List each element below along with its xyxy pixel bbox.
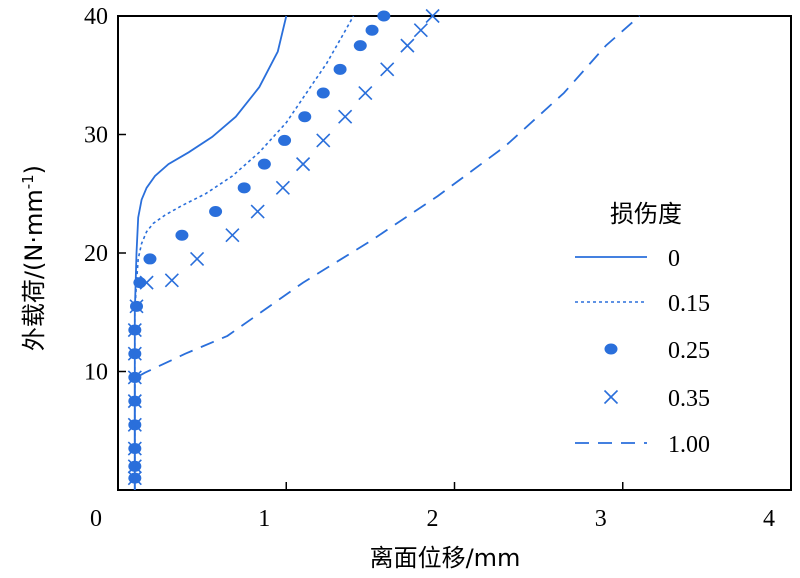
data-point: [353, 40, 367, 52]
y-axis-title-sup: -1: [19, 174, 37, 189]
data-point: [275, 180, 290, 195]
data-point: [190, 251, 205, 266]
x-tick-label: 4: [763, 506, 775, 532]
data-point: [338, 109, 353, 124]
data-point: [127, 346, 142, 361]
data-point: [164, 273, 179, 288]
data-point: [413, 23, 428, 38]
data-point: [127, 394, 142, 409]
data-point: [257, 158, 271, 170]
series-0: [133, 15, 288, 490]
data-point: [358, 85, 373, 101]
x-tick-label: 2: [427, 506, 439, 532]
data-point: [316, 133, 331, 148]
data-point: [250, 204, 265, 219]
data-point: [365, 24, 379, 36]
data-point: [209, 206, 223, 218]
x-tick-label: 0: [90, 506, 102, 532]
legend: 损伤度 0 0.15 0.25 0.35 1.00: [575, 200, 710, 458]
plot-frame: [117, 15, 792, 491]
data-point: [296, 157, 311, 172]
legend-item: 1.00: [575, 432, 710, 458]
legend-label: 1.00: [668, 432, 710, 458]
data-point: [278, 134, 292, 146]
y-axis-title-main: 外载荷/(N·mm: [20, 189, 48, 351]
series-0-35: [127, 8, 440, 486]
legend-label: 0.25: [668, 338, 710, 364]
data-point: [133, 277, 147, 289]
legend-label: 0.35: [668, 386, 710, 412]
x-tick-label: 1: [258, 506, 270, 532]
data-point: [127, 441, 142, 456]
data-point: [333, 63, 347, 75]
legend-label: 0.15: [668, 291, 710, 317]
legend-marker: [603, 389, 619, 405]
series-line: [134, 15, 355, 490]
data-point: [143, 253, 157, 265]
data-point: [377, 10, 391, 22]
y-axis-title: 外载荷/(N·mm-1): [19, 165, 48, 351]
y-axis-title-close: ): [20, 165, 48, 174]
legend-label: 0: [668, 246, 680, 272]
y-tick-label: 30: [84, 123, 108, 149]
data-point: [127, 370, 142, 385]
legend-item: 0.25: [604, 338, 710, 364]
series-0-15: [134, 15, 355, 490]
data-point: [298, 111, 312, 123]
y-tick-label: 20: [84, 241, 108, 267]
x-tick-label: 3: [595, 506, 607, 532]
data-point: [225, 228, 240, 243]
data-point: [400, 38, 415, 53]
data-point: [129, 299, 144, 314]
plot-area: 0 1 2 3 4 10 20 30 40: [84, 4, 792, 532]
y-tick-label: 40: [84, 4, 108, 30]
series-1-00: [133, 15, 641, 490]
x-axis-title: 离面位移/mm: [370, 544, 521, 572]
data-point: [139, 275, 154, 290]
legend-item: 0.15: [575, 291, 710, 317]
legend-marker: [604, 343, 618, 355]
data-point: [127, 322, 142, 338]
series-0-25: [128, 10, 391, 484]
legend-item: 0: [575, 246, 680, 272]
series-line: [133, 15, 641, 490]
data-point: [175, 229, 189, 241]
data-point: [425, 8, 440, 24]
data-point: [316, 87, 330, 99]
legend-title: 损伤度: [610, 200, 682, 228]
y-tick-label: 10: [84, 360, 108, 386]
data-point: [237, 182, 251, 194]
series-line: [133, 15, 288, 490]
data-point: [127, 417, 142, 432]
data-point: [380, 62, 395, 77]
legend-items: 0 0.15 0.25 0.35 1.00: [575, 246, 710, 458]
legend-item: 0.35: [603, 386, 710, 412]
